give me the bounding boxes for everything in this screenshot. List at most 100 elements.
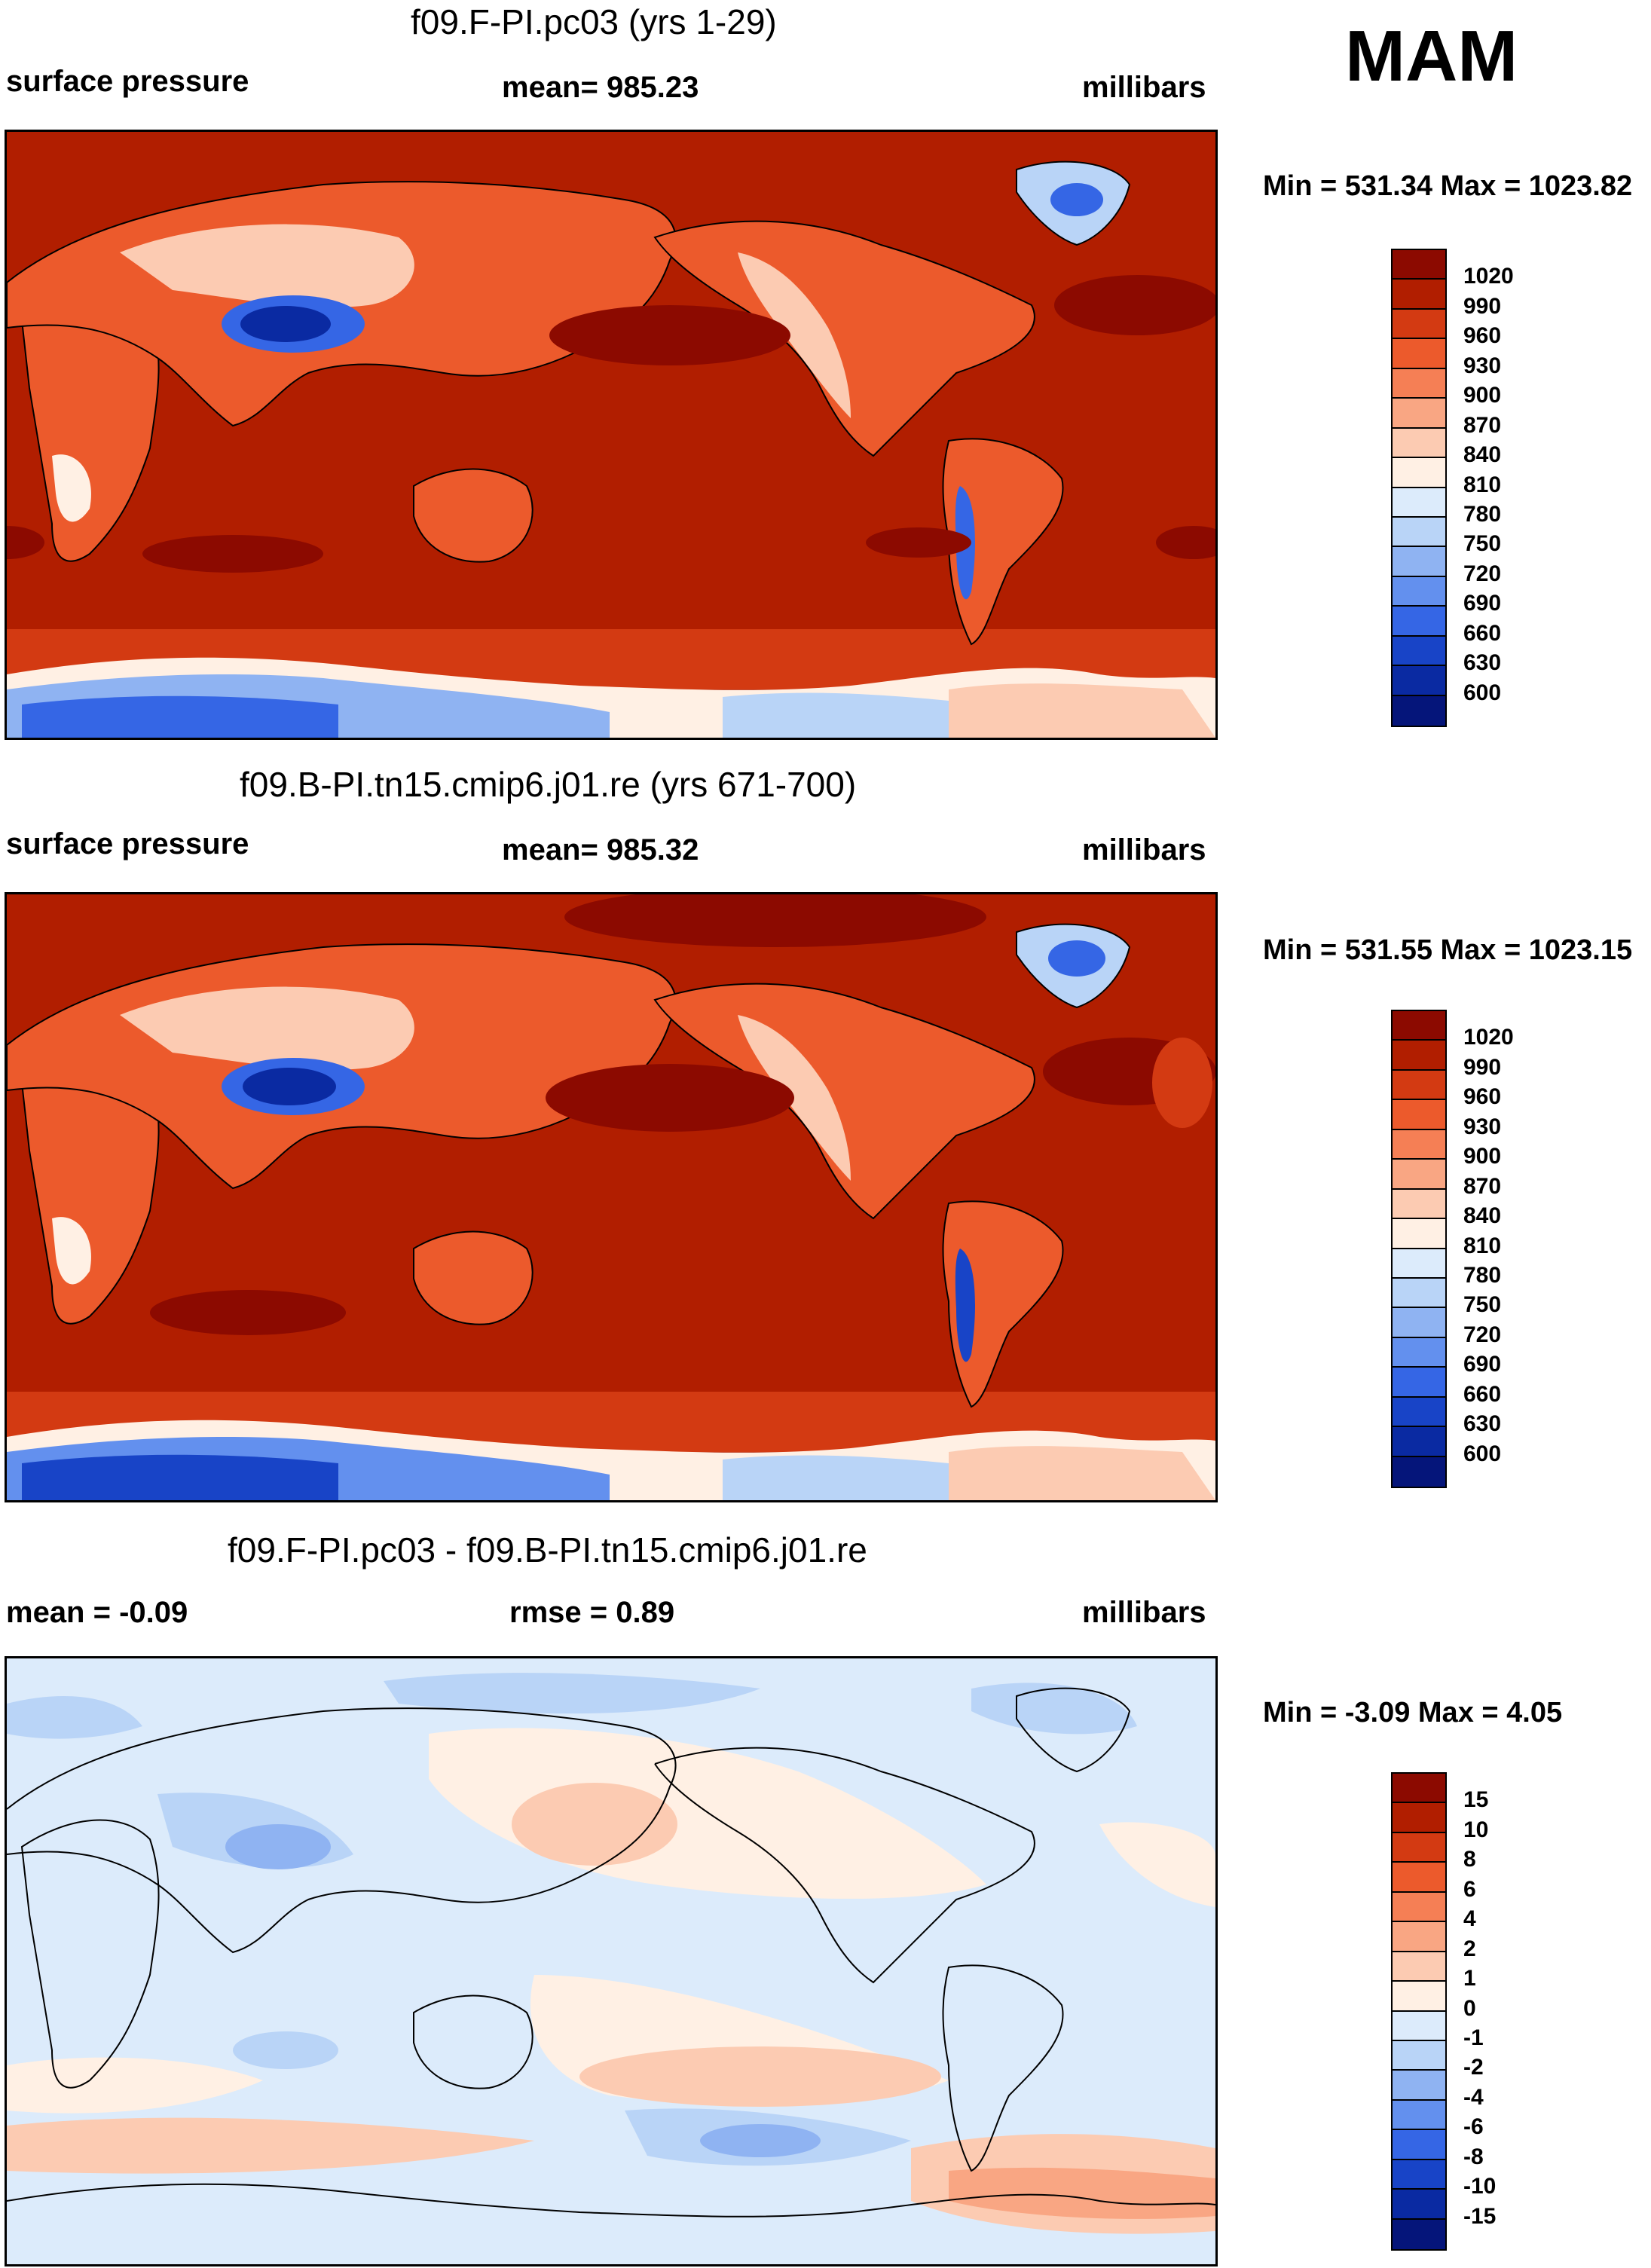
panel1-units-label: millibars (1082, 71, 1206, 104)
colorbar-segment (1393, 636, 1445, 667)
colorbar-segment (1393, 576, 1445, 607)
panel2-colorbar (1391, 1010, 1447, 1488)
season-label: MAM (1345, 16, 1518, 96)
colorbar-tick-label: 1 (1463, 1966, 1476, 1991)
panel1-map (5, 130, 1218, 740)
colorbar-segment (1393, 2011, 1445, 2041)
colorbar-tick-label: 810 (1463, 1233, 1502, 1258)
colorbar-segment (1393, 1892, 1445, 1923)
colorbar-tick-label: -2 (1463, 2055, 1484, 2080)
colorbar-tick-label: 720 (1463, 1322, 1502, 1347)
colorbar-segment (1393, 399, 1445, 429)
colorbar-segment (1393, 2071, 1445, 2101)
colorbar-tick-label: 990 (1463, 293, 1502, 319)
colorbar-segment (1393, 2040, 1445, 2071)
colorbar-segment (1393, 458, 1445, 488)
colorbar-tick-label: 660 (1463, 1381, 1502, 1407)
colorbar-tick-label: 1020 (1463, 1025, 1514, 1050)
colorbar-segment (1393, 280, 1445, 310)
panel3-title: f09.F-PI.pc03 - f09.B-PI.tn15.cmip6.j01.… (228, 1530, 867, 1570)
colorbar-segment (1393, 368, 1445, 399)
colorbar-segment (1393, 1160, 1445, 1190)
colorbar-segment (1393, 1982, 1445, 2012)
panel2-title: f09.B-PI.tn15.cmip6.j01.re (yrs 671-700) (240, 765, 857, 804)
colorbar-segment (1393, 666, 1445, 696)
colorbar-segment (1393, 1952, 1445, 1982)
colorbar-tick-label: 960 (1463, 323, 1502, 349)
panel2-units-label: millibars (1082, 833, 1206, 867)
colorbar-segment (1393, 1337, 1445, 1368)
colorbar-segment (1393, 695, 1445, 726)
colorbar-tick-label: 750 (1463, 1292, 1502, 1318)
colorbar-tick-label: -6 (1463, 2114, 1484, 2140)
colorbar-tick-label: 690 (1463, 1352, 1502, 1377)
panel2-map-graphic (7, 894, 1215, 1500)
colorbar-tick-label: 720 (1463, 561, 1502, 586)
colorbar-segment (1393, 1278, 1445, 1309)
colorbar-segment (1393, 1011, 1445, 1041)
colorbar-segment (1393, 1368, 1445, 1398)
colorbar-tick-label: -1 (1463, 2025, 1484, 2050)
panel3-mean-label: mean = -0.09 (6, 1596, 188, 1629)
colorbar-segment (1393, 1308, 1445, 1338)
colorbar-tick-label: -10 (1463, 2174, 1497, 2199)
colorbar-tick-label: 840 (1463, 1203, 1502, 1229)
colorbar-tick-label: 8 (1463, 1847, 1476, 1872)
colorbar-segment (1393, 250, 1445, 280)
colorbar-tick-label: -4 (1463, 2084, 1484, 2110)
panel1-mean-label: mean= 985.23 (502, 71, 699, 104)
colorbar-tick-label: 780 (1463, 1262, 1502, 1288)
colorbar-tick-label: 1020 (1463, 264, 1514, 289)
colorbar-segment (1393, 607, 1445, 637)
colorbar-segment (1393, 1100, 1445, 1130)
colorbar-segment (1393, 1803, 1445, 1833)
colorbar-segment (1393, 1041, 1445, 1071)
panel3-colorbar (1391, 1772, 1447, 2251)
panel2-min-max: Min = 531.55 Max = 1023.15 (1263, 934, 1633, 966)
colorbar-segment (1393, 2130, 1445, 2160)
panel1-map-graphic (7, 132, 1215, 738)
colorbar-segment (1393, 1456, 1445, 1487)
colorbar-tick-label: 900 (1463, 383, 1502, 408)
colorbar-segment (1393, 428, 1445, 459)
colorbar-segment (1393, 517, 1445, 548)
colorbar-segment (1393, 1774, 1445, 1804)
colorbar-tick-label: 990 (1463, 1054, 1502, 1080)
colorbar-segment (1393, 1863, 1445, 1893)
colorbar-segment (1393, 1219, 1445, 1249)
colorbar-segment (1393, 339, 1445, 369)
colorbar-tick-label: 10 (1463, 1817, 1489, 1842)
colorbar-segment (1393, 2159, 1445, 2190)
colorbar-tick-label: 840 (1463, 442, 1502, 468)
colorbar-segment (1393, 1070, 1445, 1101)
colorbar-tick-label: 15 (1463, 1787, 1489, 1813)
colorbar-segment (1393, 1922, 1445, 1952)
colorbar-tick-label: 600 (1463, 1441, 1502, 1466)
colorbar-segment (1393, 1427, 1445, 1457)
colorbar-tick-label: 900 (1463, 1144, 1502, 1169)
panel1-min-max: Min = 531.34 Max = 1023.82 (1263, 170, 1633, 202)
colorbar-tick-label: 630 (1463, 650, 1502, 676)
panel3-min-max: Min = -3.09 Max = 4.05 (1263, 1697, 1563, 1729)
panel1-variable-label: surface pressure (6, 65, 249, 98)
colorbar-segment (1393, 1397, 1445, 1428)
panel3-map-graphic (7, 1658, 1215, 2264)
colorbar-segment (1393, 1832, 1445, 1863)
colorbar-tick-label: 630 (1463, 1411, 1502, 1437)
colorbar-tick-label: 6 (1463, 1876, 1476, 1902)
colorbar-segment (1393, 1129, 1445, 1160)
colorbar-tick-label: 780 (1463, 501, 1502, 527)
colorbar-tick-label: 4 (1463, 1906, 1476, 1932)
colorbar-tick-label: 930 (1463, 1114, 1502, 1139)
colorbar-tick-label: 0 (1463, 1995, 1476, 2021)
colorbar-segment (1393, 2219, 1445, 2249)
colorbar-segment (1393, 2190, 1445, 2220)
colorbar-tick-label: 2 (1463, 1936, 1476, 1961)
colorbar-tick-label: 960 (1463, 1084, 1502, 1110)
panel3-map (5, 1656, 1218, 2266)
colorbar-tick-label: 810 (1463, 472, 1502, 497)
colorbar-tick-label: 660 (1463, 620, 1502, 646)
colorbar-tick-label: 690 (1463, 591, 1502, 616)
colorbar-tick-label: -8 (1463, 2144, 1484, 2169)
colorbar-tick-label: 870 (1463, 1173, 1502, 1199)
